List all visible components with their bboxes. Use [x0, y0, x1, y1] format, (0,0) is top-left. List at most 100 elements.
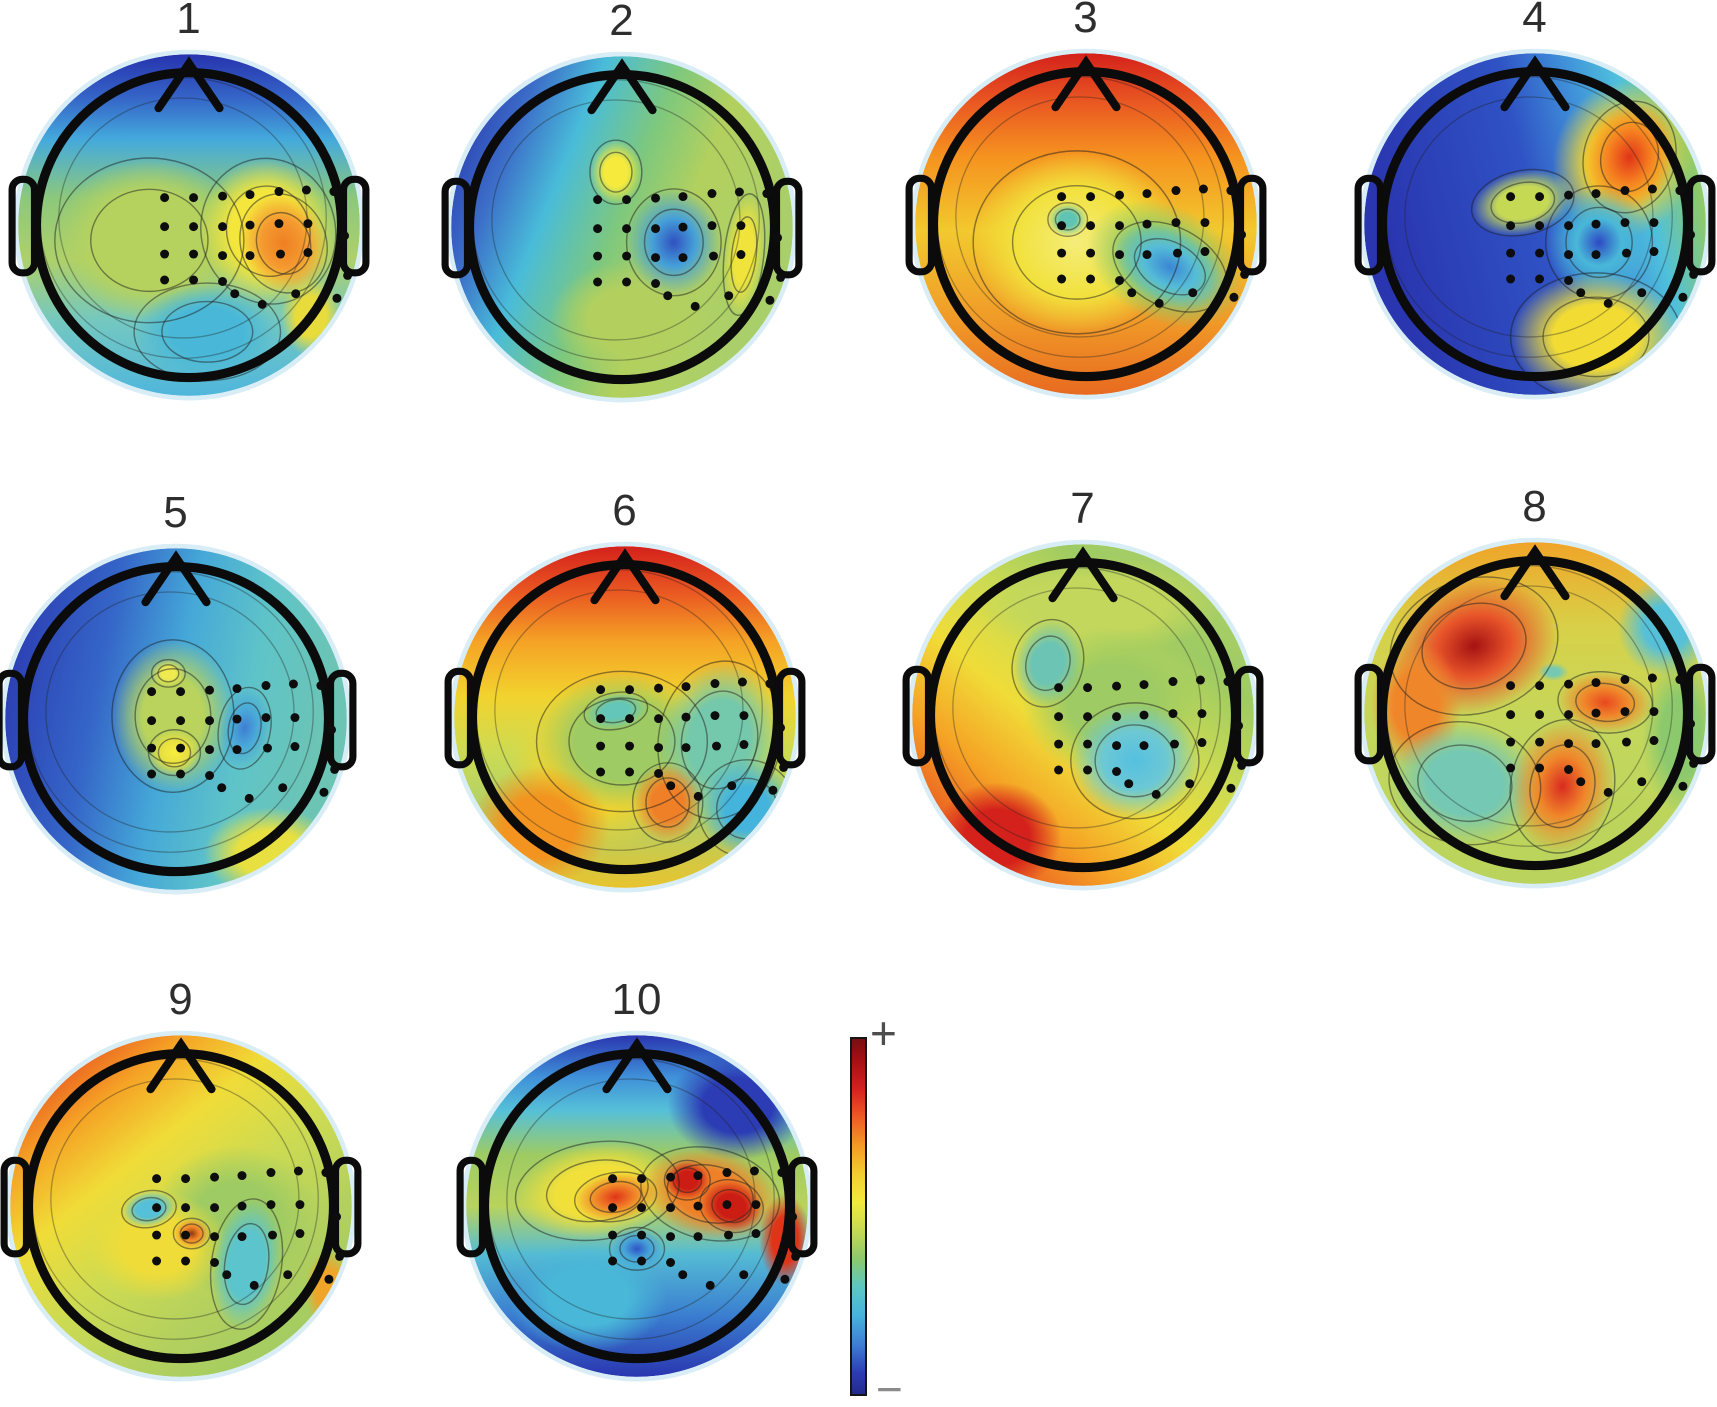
electrode-dot	[1223, 677, 1233, 687]
field-halo	[0, 543, 352, 895]
electrode-dot	[736, 221, 746, 231]
electrode-dot	[773, 233, 783, 243]
electrode-dot	[1115, 221, 1125, 231]
electrode-dot	[181, 1230, 191, 1240]
electrode-dot	[722, 1168, 732, 1178]
electrode-dot	[303, 248, 313, 258]
electrode-dot	[1689, 758, 1699, 768]
contour-line	[217, 686, 272, 770]
head-label: 9	[168, 975, 194, 1024]
electrode-dot	[596, 741, 606, 751]
field-blob	[210, 1198, 283, 1330]
electrode-dot	[707, 189, 717, 199]
electrode-dot	[1200, 247, 1210, 257]
electrode-dot	[176, 769, 186, 779]
electrode-dot	[690, 301, 700, 311]
contour-line	[172, 1217, 211, 1250]
electrode-dot	[1535, 192, 1545, 202]
electrode-dot	[245, 251, 255, 261]
electrode-dot	[666, 1232, 676, 1242]
electrode-dot	[1686, 230, 1696, 240]
electrode-dot	[205, 685, 215, 695]
electrode-dot	[210, 1203, 220, 1213]
electrode-dot	[303, 219, 313, 229]
electrode-dot	[147, 687, 157, 697]
electrode-dot	[274, 187, 284, 197]
nose-outline	[141, 550, 211, 607]
contour-line	[608, 1226, 666, 1271]
electrode-dot	[266, 1200, 276, 1210]
electrode-dot	[593, 251, 603, 261]
electrode-dot	[290, 713, 300, 723]
electrode-dot	[1195, 675, 1205, 685]
electrode-dot	[625, 741, 635, 751]
electrode-dot	[1083, 683, 1093, 693]
electrode-dot	[663, 291, 673, 301]
electrode-dot	[268, 1230, 277, 1240]
topomap-7	[902, 539, 1264, 891]
electrode-dot	[739, 711, 749, 721]
contour-line	[574, 1171, 658, 1223]
electrode-dot	[1115, 276, 1125, 285]
contour-line	[1133, 238, 1206, 296]
electrode-dot	[295, 1229, 305, 1239]
electrode-array	[147, 679, 340, 803]
topomap-10	[456, 1030, 818, 1382]
electrode-dot	[1620, 186, 1630, 196]
electrode-dot	[593, 277, 603, 287]
electrode-dot	[651, 253, 661, 263]
electrode-dot	[596, 685, 606, 695]
field-blob	[1389, 721, 1541, 845]
electrode-dot	[693, 1201, 703, 1211]
contour-line	[157, 664, 180, 683]
head-outline	[18, 562, 334, 877]
electrode-dot	[181, 1203, 191, 1213]
electrode-dot	[230, 289, 240, 299]
head-label: 7	[1070, 484, 1096, 533]
electrode-dot	[319, 787, 329, 797]
nose-outline	[587, 58, 657, 115]
electrode-dot	[176, 716, 186, 726]
electrode-dot	[1591, 708, 1601, 718]
electrode-dot	[274, 219, 284, 229]
electrode-dot	[1057, 248, 1067, 258]
electrode-dot	[768, 785, 778, 795]
electrode-dot	[1675, 675, 1685, 685]
topomap-9	[0, 1030, 362, 1382]
electrode-dot	[1168, 709, 1178, 719]
electrode-dot	[1054, 739, 1064, 749]
electrode-dot	[1622, 737, 1631, 747]
electrode-dot	[1115, 250, 1125, 260]
electrode-dot	[1506, 192, 1516, 202]
electrode-dot	[1535, 737, 1545, 747]
electrode-dot	[327, 725, 337, 735]
head-label: 5	[163, 488, 189, 537]
electrode-dot	[1591, 219, 1601, 229]
electrode-dot	[608, 1256, 618, 1266]
electrode-dot	[1649, 247, 1659, 257]
electrode-dot	[147, 716, 157, 726]
electrode-dot	[1054, 712, 1064, 722]
contour-line	[255, 211, 312, 275]
electrode-array	[152, 1166, 345, 1290]
electrode-dot	[205, 716, 215, 726]
electrode-dot	[217, 783, 227, 793]
topomap-6	[444, 541, 806, 893]
electrode-dot	[1226, 783, 1236, 793]
electrode-dot	[1564, 679, 1574, 689]
electrode-dot	[237, 1201, 247, 1211]
electrode-dot	[1678, 292, 1688, 302]
contour-line	[1575, 682, 1636, 723]
electrode-dot	[1083, 712, 1093, 722]
topomap-5	[0, 543, 357, 895]
nose-outline	[590, 548, 660, 605]
electrode-dot	[261, 713, 271, 723]
head-outline	[925, 558, 1241, 873]
electrode-dot	[1506, 737, 1516, 747]
contour-line	[223, 1222, 270, 1306]
electrode-dot	[335, 1251, 345, 1261]
electrode-dot	[1168, 677, 1178, 687]
electrode-dot	[1142, 189, 1152, 199]
field-blob	[111, 639, 234, 793]
electrode-dot	[160, 222, 170, 232]
